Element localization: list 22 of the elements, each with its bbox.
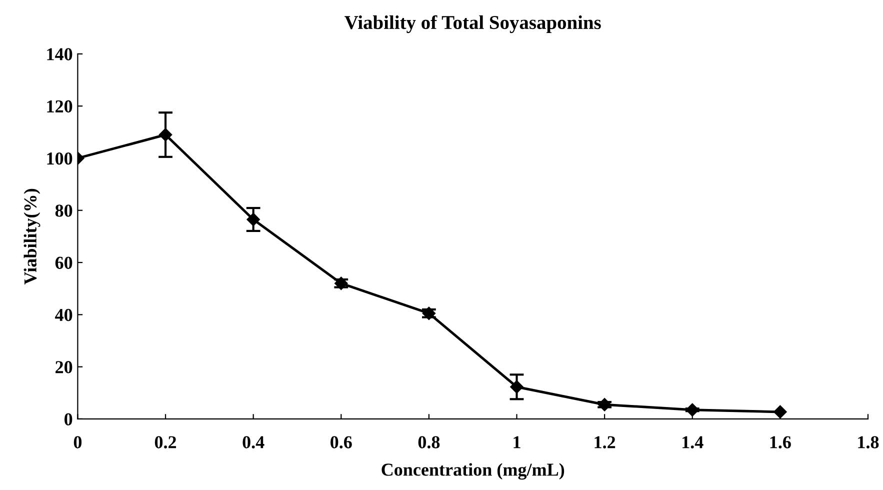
y-tick-label: 100 [47,152,72,165]
x-tick-label: 0.4 [242,436,264,448]
y-tick-label: 40 [55,308,72,322]
x-tick-label: 0 [74,436,82,448]
x-tick-label: 1.2 [594,436,616,448]
x-tick-label: 1 [514,436,520,448]
x-tick-label: 0.2 [154,436,176,448]
x-tick-label: 1.6 [770,436,791,448]
y-tick-label: 20 [56,361,72,374]
x-tick-label: 0.6 [330,436,352,448]
y-tick-label: 80 [55,204,72,217]
y-axis-title: Viability(%) [24,188,40,285]
chart-title: Viability of Total Soyasaponins [344,15,601,34]
x-tick-label: 1.4 [682,436,704,448]
y-tick-label: 60 [55,256,72,269]
x-tick-label: 0.8 [418,436,440,448]
x-tick-label: 1.8 [858,436,879,448]
y-tick-label: 120 [47,100,72,112]
y-tick-label: 140 [47,48,72,60]
y-tick-label: 0 [64,413,72,426]
x-axis-title: Concentration (mg/mL) [382,463,564,480]
point [774,405,787,418]
